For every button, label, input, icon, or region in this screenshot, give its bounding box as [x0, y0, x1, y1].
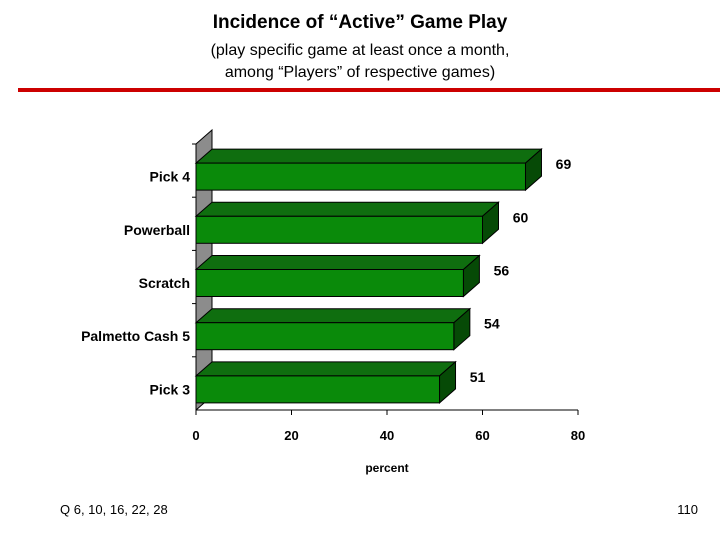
x-tick-label: 80: [571, 428, 585, 443]
data-label: 54: [484, 316, 500, 332]
data-label: 69: [556, 156, 572, 172]
subtitle-line-1: (play specific game at least once a mont…: [210, 42, 510, 59]
page-number: 110: [677, 502, 698, 517]
category-label: Pick 4: [150, 169, 191, 185]
bar-top-face: [194, 201, 500, 217]
x-tick-label: 40: [380, 428, 394, 443]
chart-title: Incidence of “Active” Game Play: [212, 12, 508, 33]
chart-subtitle: (play specific game at least once a mont…: [0, 40, 720, 84]
bar-top-face: [194, 148, 543, 164]
category-label: Powerball: [124, 222, 190, 238]
bar: [195, 322, 455, 351]
x-tick-label: 20: [284, 428, 298, 443]
category-label: Palmetto Cash 5: [81, 328, 190, 344]
category-label: Pick 3: [150, 381, 191, 397]
header-rule: [18, 88, 720, 92]
bar: [195, 375, 441, 404]
bar-chart: 0 20 40 60 80 percent Pick 4 69 Powerball 60 Scrat…: [81, 128, 585, 475]
bar-top-face: [194, 308, 472, 324]
subtitle-line-2: among “Players” of respective games): [224, 64, 496, 81]
bar-top-face: [194, 361, 457, 377]
data-label: 56: [494, 263, 510, 279]
x-tick-label: 0: [192, 428, 199, 443]
data-label: 60: [513, 209, 529, 225]
x-tick-label: 60: [475, 428, 489, 443]
bar: [195, 162, 526, 191]
question-reference: Q 6, 10, 16, 22, 28: [60, 502, 168, 517]
bar: [195, 269, 464, 297]
bar: [195, 215, 483, 244]
bar-top-face: [194, 255, 481, 270]
category-label: Scratch: [139, 275, 190, 291]
data-label: 51: [470, 369, 486, 385]
x-axis-label: percent: [365, 461, 408, 475]
